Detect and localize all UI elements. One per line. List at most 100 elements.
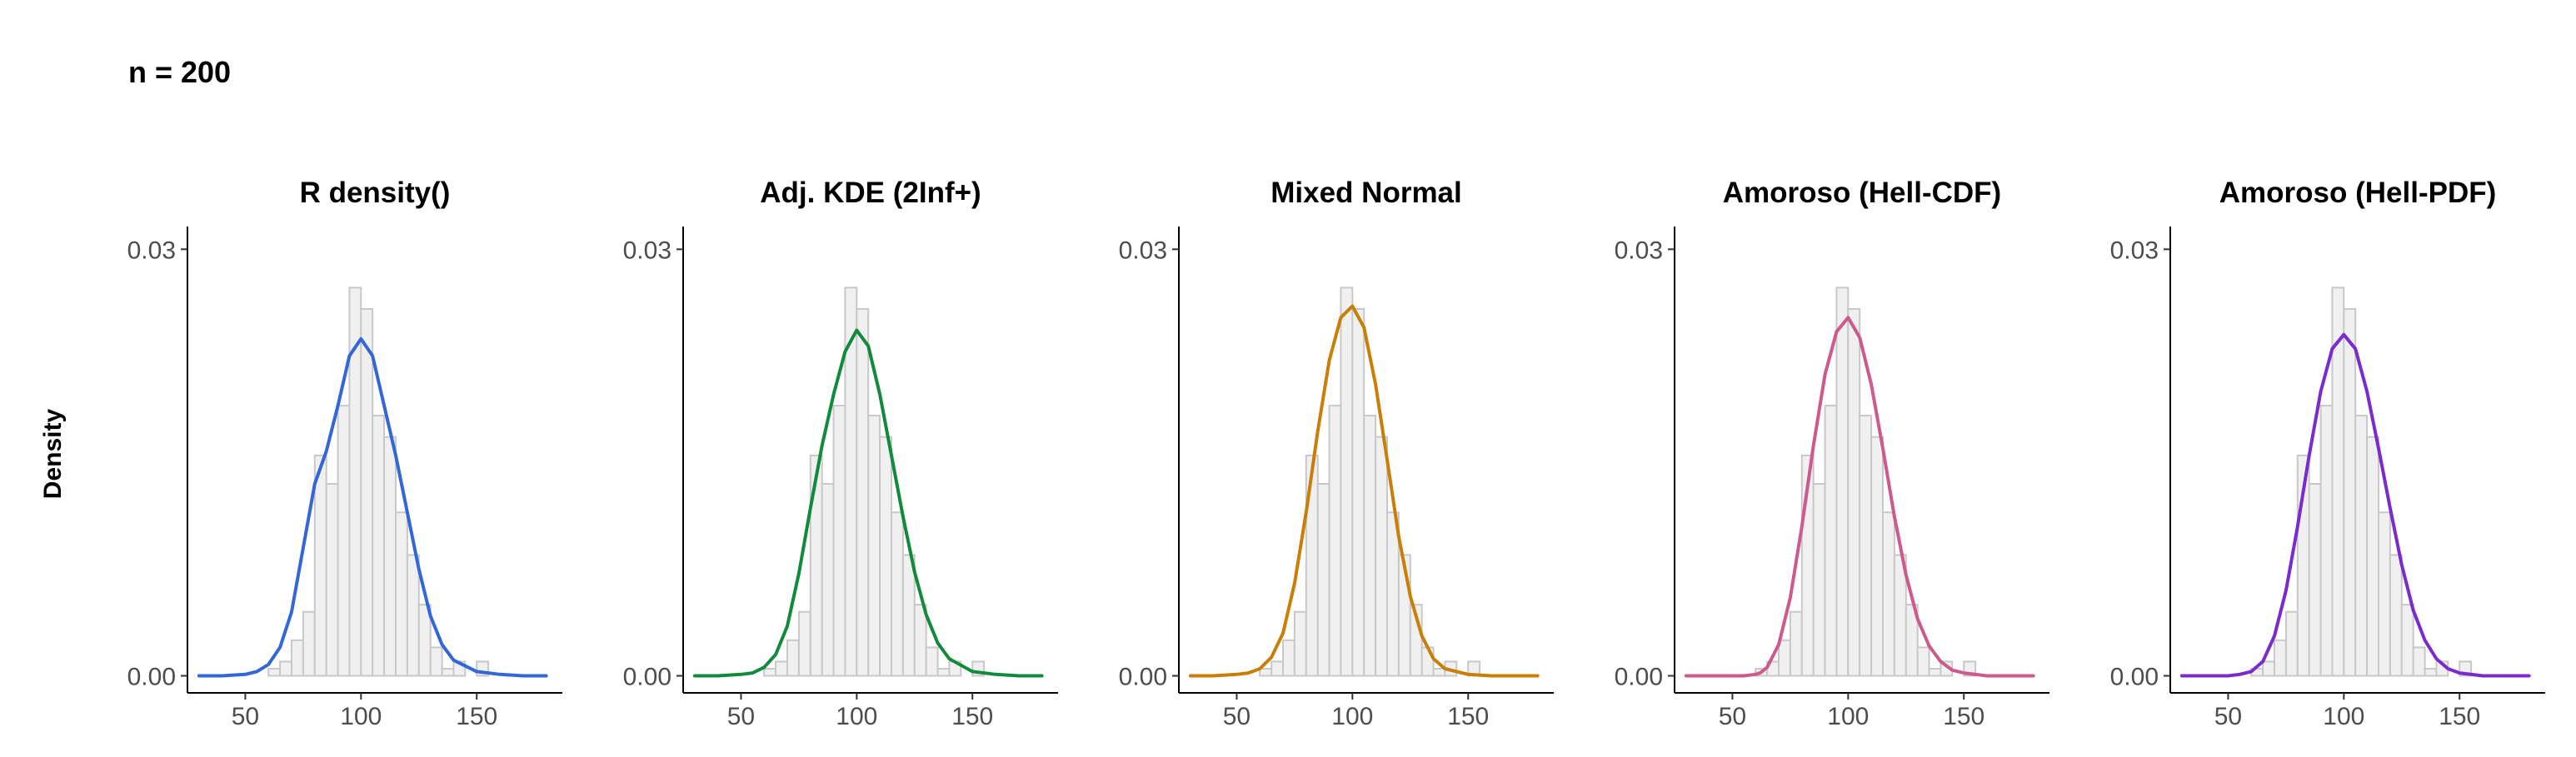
histogram-bar bbox=[1363, 415, 1377, 677]
histogram-bar bbox=[832, 405, 846, 677]
histogram-bar bbox=[1432, 668, 1446, 677]
density-curve bbox=[2179, 332, 2531, 678]
histogram-bar bbox=[395, 511, 408, 677]
histogram-bar bbox=[2424, 668, 2438, 677]
histogram-bar bbox=[1905, 604, 1919, 677]
histogram-bar bbox=[1835, 286, 1850, 677]
histogram-bar bbox=[441, 668, 455, 677]
histogram-bar bbox=[891, 511, 904, 677]
histogram-bar bbox=[1282, 639, 1295, 677]
histogram-bar bbox=[1778, 639, 1791, 677]
histogram-bar bbox=[291, 639, 304, 677]
figure-title: n = 200 bbox=[128, 55, 232, 89]
x-tick-label: 50 bbox=[232, 703, 259, 730]
panel-title: Mixed Normal bbox=[1271, 177, 1462, 209]
histogram-bar bbox=[383, 436, 397, 677]
x-tick-label: 150 bbox=[1447, 703, 1489, 730]
y-tick-label: 0.03 bbox=[1119, 237, 1167, 264]
histogram-bar bbox=[1328, 405, 1342, 677]
histogram-bar bbox=[1812, 483, 1826, 677]
histogram-bar bbox=[417, 604, 432, 677]
panel-3: Mixed Normal 0.00 0.03 50 100 150 bbox=[1119, 177, 1554, 730]
histogram-bar bbox=[1859, 415, 1873, 677]
x-tick-label: 50 bbox=[1223, 703, 1251, 730]
x-tick-label: 150 bbox=[2439, 703, 2480, 730]
histogram-bar bbox=[867, 415, 881, 677]
histogram-bar bbox=[2354, 415, 2369, 677]
x-tick-label: 100 bbox=[1331, 703, 1373, 730]
histogram-bar bbox=[279, 660, 293, 677]
y-tick-label: 0.03 bbox=[1615, 237, 1663, 264]
histogram-bar bbox=[1340, 286, 1354, 677]
histogram-bar bbox=[1316, 483, 1330, 677]
y-tick-label: 0.03 bbox=[127, 237, 176, 264]
density-curve bbox=[1684, 316, 2035, 678]
y-tick-label: 0.00 bbox=[623, 664, 671, 691]
x-tick-label: 50 bbox=[727, 703, 755, 730]
histogram-bar bbox=[2366, 436, 2380, 677]
histogram-bar bbox=[406, 554, 420, 677]
histogram-bar bbox=[2284, 610, 2299, 677]
histogram-bar bbox=[429, 646, 443, 677]
histogram-bar bbox=[1870, 436, 1885, 677]
x-tick-label: 100 bbox=[2323, 703, 2364, 730]
histogram-bar bbox=[337, 405, 351, 677]
histogram-bar bbox=[763, 668, 777, 677]
histogram-bar bbox=[1789, 610, 1803, 677]
histogram-bar bbox=[1882, 511, 1895, 677]
histogram-bar bbox=[2389, 554, 2403, 677]
histogram-bar bbox=[1271, 660, 1284, 677]
density-curve bbox=[197, 336, 548, 678]
y-tick-label: 0.00 bbox=[1615, 664, 1663, 691]
histogram-bar bbox=[302, 610, 316, 677]
x-tick-label: 100 bbox=[340, 703, 382, 730]
histogram-bar bbox=[2400, 604, 2414, 677]
y-tick-label: 0.00 bbox=[1119, 664, 1167, 691]
panel-1: R density() 0.00 0.03 50 100 150 bbox=[127, 177, 562, 730]
histogram-bar bbox=[809, 454, 823, 677]
panel-2: Adj. KDE (2Inf+) 0.00 0.03 50 100 150 bbox=[623, 177, 1058, 730]
panel-title: Adj. KDE (2Inf+) bbox=[760, 177, 981, 209]
y-tick-label: 0.00 bbox=[2110, 664, 2159, 691]
histogram-bar bbox=[1351, 308, 1365, 677]
histogram-bar bbox=[2274, 639, 2287, 677]
histogram-bar bbox=[936, 668, 951, 677]
histogram-bar bbox=[2262, 660, 2276, 677]
x-tick-label: 50 bbox=[1719, 703, 1746, 730]
histogram-bar bbox=[2343, 308, 2357, 677]
x-tick-label: 100 bbox=[836, 703, 877, 730]
histogram-bar bbox=[360, 308, 374, 677]
x-tick-label: 150 bbox=[456, 703, 497, 730]
histogram-bar bbox=[313, 454, 327, 677]
panel-title: Amoroso (Hell-CDF) bbox=[1723, 177, 2001, 209]
histogram-bar bbox=[2319, 405, 2334, 677]
x-tick-label: 100 bbox=[1827, 703, 1869, 730]
histogram-bar bbox=[856, 308, 870, 677]
histogram-bar bbox=[879, 436, 892, 677]
histogram-bar bbox=[1928, 668, 1942, 677]
histogram-bar bbox=[1824, 405, 1838, 677]
panel-5: Amoroso (Hell-PDF) 0.00 0.03 50 100 150 bbox=[2110, 177, 2545, 730]
histogram-bar bbox=[267, 668, 282, 677]
histogram-bar bbox=[913, 604, 927, 677]
histogram-bar bbox=[1386, 511, 1400, 677]
histogram-bar bbox=[1293, 610, 1307, 677]
histogram-bar bbox=[775, 660, 788, 677]
density-curve bbox=[1188, 304, 1540, 678]
y-tick-label: 0.00 bbox=[127, 664, 176, 691]
panel-4: Amoroso (Hell-CDF) 0.00 0.03 50 100 150 bbox=[1615, 177, 2049, 730]
histogram-bar bbox=[2378, 511, 2391, 677]
histogram-bar bbox=[821, 483, 835, 677]
density-curve bbox=[692, 328, 1044, 678]
x-tick-label: 50 bbox=[2214, 703, 2242, 730]
x-tick-label: 150 bbox=[1943, 703, 1984, 730]
histogram-bar bbox=[901, 554, 916, 677]
y-tick-label: 0.03 bbox=[623, 237, 671, 264]
panel-title: R density() bbox=[300, 177, 451, 209]
histogram-bar bbox=[1259, 668, 1273, 677]
histogram-bar bbox=[325, 483, 339, 677]
histogram-bar bbox=[2308, 483, 2322, 677]
histogram-bar bbox=[1375, 436, 1388, 677]
